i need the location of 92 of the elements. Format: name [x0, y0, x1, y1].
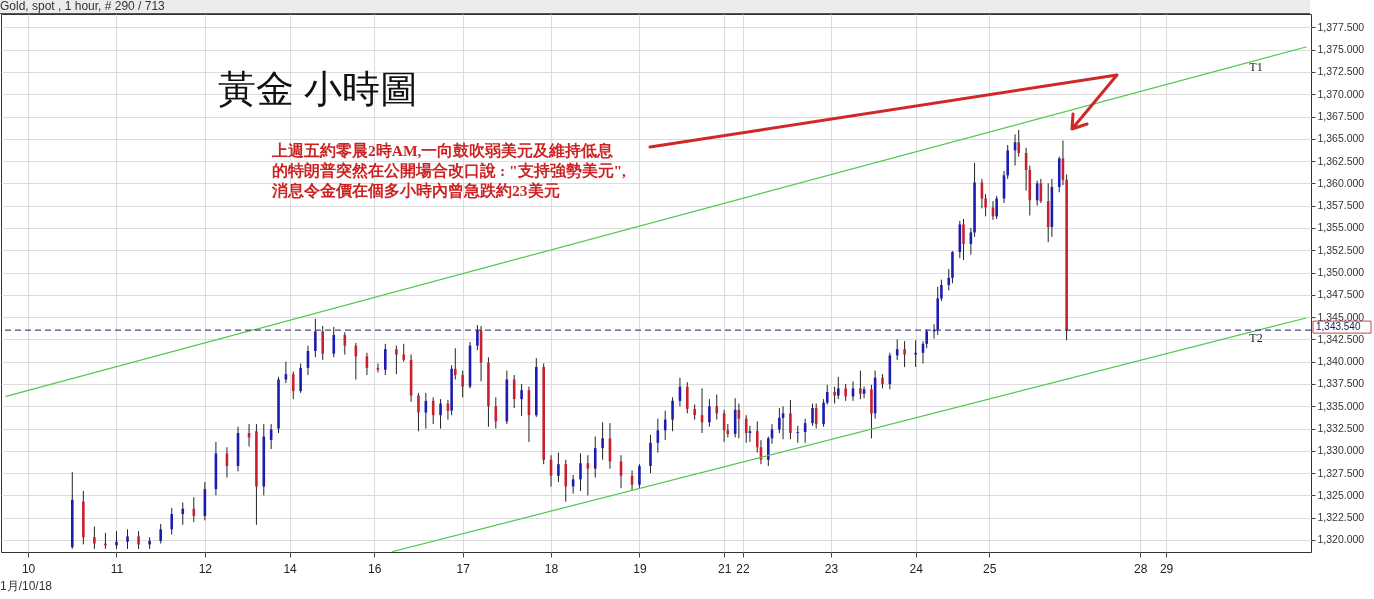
ref-line-label: 1,343.540: [1316, 321, 1361, 333]
candlestick: [93, 526, 96, 550]
candlestick: [512, 374, 516, 409]
y-tick-label: 1,350.000: [1317, 266, 1365, 279]
candlestick: [593, 436, 597, 479]
candlestick: [836, 376, 840, 400]
candlestick: [744, 414, 748, 444]
candlestick: [708, 398, 711, 428]
x-tick-label: 24: [909, 561, 924, 576]
candlestick: [715, 394, 719, 421]
candlestick: [291, 370, 295, 400]
x-tick-label: 19: [633, 561, 647, 576]
candlestick: [453, 347, 457, 380]
candlestick: [520, 383, 523, 417]
candlestick: [947, 268, 951, 291]
candlestick: [332, 326, 336, 358]
x-tick-label: 14: [283, 561, 298, 576]
candlestick: [686, 381, 689, 414]
y-tick-label: 1,360.000: [1317, 176, 1365, 189]
y-tick-label: 1,352.500: [1317, 243, 1365, 256]
y-tick-label: 1,337.500: [1317, 377, 1365, 390]
candlestick: [417, 392, 420, 432]
y-tick-label: 1,372.500: [1317, 65, 1365, 78]
candlestick: [940, 279, 943, 302]
y-tick-label: 1,377.500: [1317, 20, 1365, 33]
candlestick: [903, 340, 906, 368]
candlestick: [395, 345, 398, 375]
y-tick-label: 1,342.500: [1317, 332, 1365, 345]
candlestick: [439, 398, 442, 430]
x-tick-label: 10: [21, 561, 36, 576]
y-tick-label: 1,327.500: [1317, 466, 1365, 479]
y-tick-label: 1,355.000: [1317, 221, 1365, 234]
candlestick: [321, 325, 325, 361]
candlestick: [299, 362, 302, 394]
y-tick-label: 1,357.500: [1317, 199, 1365, 212]
candlestick: [384, 343, 387, 376]
y-tick-label: 1,322.500: [1317, 511, 1365, 524]
candlestick: [811, 403, 814, 427]
x-tick-label: 29: [1159, 561, 1174, 576]
text: 1月/10/18: [0, 578, 53, 595]
candlestick: [181, 502, 185, 526]
x-tick-label: 12: [198, 561, 213, 576]
y-tick-label: 1,332.500: [1317, 422, 1365, 435]
candlestick: [995, 195, 998, 220]
candlestick: [476, 324, 479, 351]
x-tick-label: 17: [456, 561, 471, 576]
x-tick-label: 23: [824, 561, 839, 576]
candlestick: [579, 452, 582, 492]
series-label: T1: [1249, 59, 1263, 74]
y-tick-label: 1,335.000: [1317, 399, 1365, 412]
annotation: 上週五約零晨2時AM,一向鼓吹弱美元及維持低息的特朗普突然在公開場合改口說 : "支持強勢美元",消息令金價在個多小時內曾急跌約23美元: [272, 141, 626, 201]
series-label: T2: [1249, 330, 1263, 345]
y-tick-label: 1,320.000: [1317, 533, 1365, 546]
candlestick: [564, 459, 568, 503]
y-tick-label: 1,325.000: [1317, 488, 1365, 501]
y-tick-label: 1,367.500: [1317, 110, 1365, 123]
candlestick: [649, 434, 652, 474]
candlestick: [822, 398, 825, 428]
candlestick: [601, 421, 604, 461]
candlestick: [557, 452, 560, 483]
candlestick: [671, 396, 674, 432]
candlestick: [796, 425, 800, 444]
candlestick: [859, 370, 862, 400]
candlestick: [914, 339, 917, 368]
candlestick: [789, 399, 792, 440]
y-tick-label: 1,370.000: [1317, 87, 1365, 100]
y-tick-label: 1,340.000: [1317, 355, 1365, 368]
y-tick-label: 1,330.000: [1317, 444, 1365, 457]
candlestick: [962, 218, 965, 261]
x-tick-label: 21: [717, 561, 732, 576]
text: 黃金 小時圖: [218, 67, 418, 112]
x-tick-label: 25: [983, 561, 997, 576]
y-tick-label: 1,345.000: [1317, 310, 1365, 323]
x-tick-label: 28: [1134, 561, 1148, 576]
candlestick: [638, 463, 641, 489]
candlestick: [159, 523, 162, 545]
candlestick: [461, 370, 464, 398]
x-tick-label: 22: [736, 561, 751, 576]
y-tick-label: 1,365.000: [1317, 132, 1365, 145]
candlestick: [895, 338, 899, 361]
y-tick-label: 1,347.500: [1317, 288, 1365, 301]
candlestick: [126, 528, 129, 550]
x-tick-label: 18: [544, 561, 559, 576]
candlestick: [825, 384, 829, 405]
y-tick-label: 1,375.000: [1317, 43, 1365, 56]
candlestick: [314, 318, 317, 358]
x-tick-label: 16: [368, 561, 382, 576]
y-tick-label: 1,362.500: [1317, 154, 1365, 167]
candlestick: [170, 507, 174, 536]
x-tick-label: 11: [110, 561, 124, 576]
candlestick: [663, 410, 667, 441]
text: Gold, spot , 1 hour, # 290 / 713: [0, 0, 1310, 14]
